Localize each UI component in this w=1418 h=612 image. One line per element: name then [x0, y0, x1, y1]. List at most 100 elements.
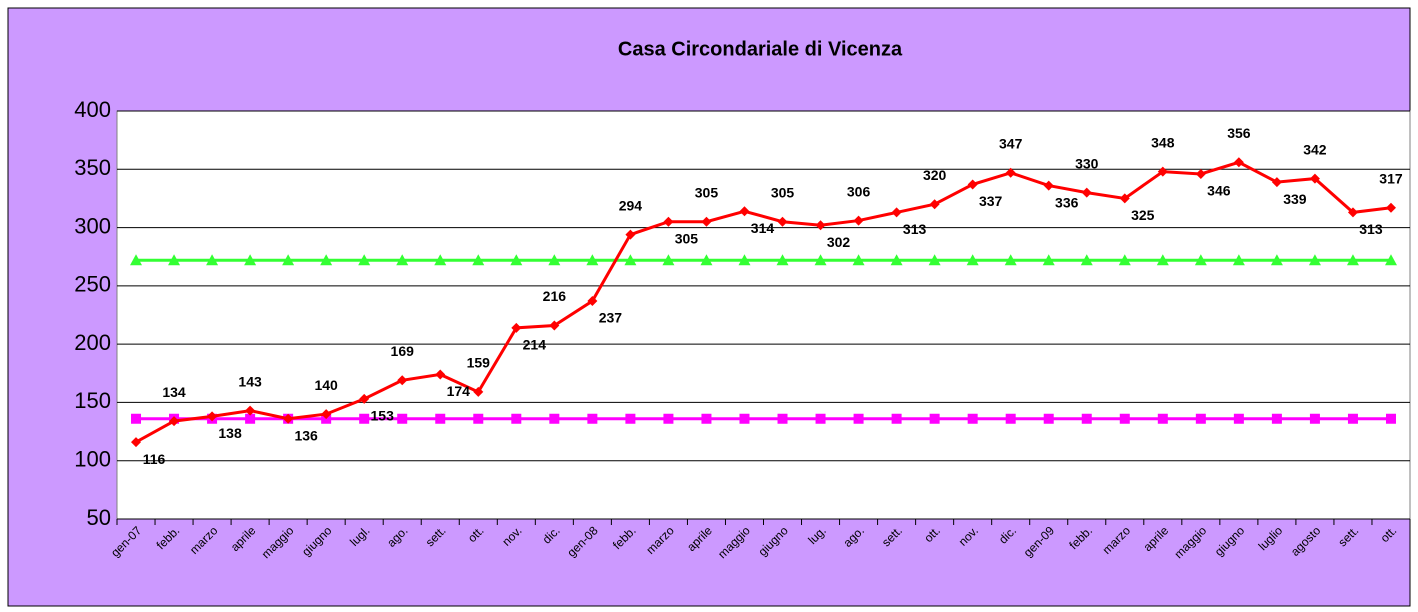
marker [776, 254, 789, 266]
marker [131, 413, 142, 424]
chart-title: Casa Circondariale di Vicenza [618, 38, 903, 60]
data-label: 302 [827, 234, 851, 250]
marker [1385, 413, 1396, 424]
y-tick-label: 100 [74, 447, 111, 472]
marker [549, 413, 560, 424]
data-label: 347 [999, 135, 1023, 151]
marker [396, 254, 409, 266]
data-label: 140 [314, 377, 338, 393]
marker [397, 413, 408, 424]
marker [245, 405, 256, 416]
marker [435, 413, 446, 424]
marker [1119, 413, 1130, 424]
marker [131, 437, 142, 448]
marker [739, 206, 750, 217]
marker [1194, 254, 1207, 266]
data-label: 305 [675, 230, 699, 246]
marker [624, 254, 637, 266]
data-label: 216 [543, 288, 567, 304]
marker [853, 413, 864, 424]
marker [282, 254, 295, 266]
marker [625, 413, 636, 424]
data-label: 348 [1151, 134, 1175, 150]
marker [1346, 254, 1359, 266]
data-label: 314 [751, 220, 775, 236]
marker [814, 254, 827, 266]
data-label: 320 [923, 167, 947, 183]
marker [663, 413, 674, 424]
marker [1081, 187, 1092, 198]
data-label: 356 [1227, 125, 1251, 141]
marker [700, 254, 713, 266]
y-tick-label: 250 [74, 272, 111, 297]
marker [549, 320, 560, 331]
marker [320, 254, 333, 266]
data-label: 138 [218, 425, 242, 441]
y-tick-label: 150 [74, 388, 111, 413]
data-label: 143 [238, 373, 262, 389]
marker [587, 413, 598, 424]
marker [738, 254, 751, 266]
data-label: 313 [1359, 221, 1383, 237]
marker [1119, 193, 1130, 204]
marker [245, 413, 256, 424]
marker [891, 413, 902, 424]
marker [472, 254, 485, 266]
marker [168, 254, 181, 266]
marker [928, 254, 941, 266]
series-line [135, 160, 1392, 444]
marker [1384, 254, 1397, 266]
marker [739, 413, 750, 424]
marker [701, 216, 712, 227]
marker [1005, 167, 1016, 178]
marker [244, 254, 257, 266]
data-label: 306 [847, 183, 871, 199]
data-label: 346 [1207, 183, 1231, 199]
marker [967, 179, 978, 190]
marker [1156, 254, 1169, 266]
marker [1157, 166, 1168, 177]
data-label: 337 [979, 193, 1003, 209]
marker [1042, 254, 1055, 266]
marker [511, 413, 522, 424]
data-label: 174 [447, 383, 471, 399]
marker [1233, 157, 1244, 168]
marker [1347, 207, 1358, 218]
marker [548, 254, 561, 266]
marker [701, 413, 712, 424]
data-label: 237 [599, 310, 623, 326]
marker [1043, 180, 1054, 191]
marker [967, 413, 978, 424]
marker [662, 254, 675, 266]
marker [1080, 254, 1093, 266]
data-label: 330 [1075, 155, 1099, 171]
marker [966, 254, 979, 266]
marker [1271, 177, 1282, 188]
marker [1271, 413, 1282, 424]
marker [853, 215, 864, 226]
marker [815, 413, 826, 424]
marker [130, 254, 143, 266]
marker [1385, 202, 1396, 213]
marker [207, 411, 218, 422]
marker [891, 207, 902, 218]
marker [321, 409, 332, 420]
marker [1347, 413, 1358, 424]
data-label: 294 [619, 197, 643, 213]
marker [1005, 413, 1016, 424]
marker [510, 254, 523, 266]
marker [206, 254, 219, 266]
marker [929, 413, 940, 424]
marker [283, 413, 294, 424]
marker [1233, 413, 1244, 424]
data-label: 325 [1131, 207, 1155, 223]
marker [777, 216, 788, 227]
data-label: 116 [143, 451, 166, 467]
data-label: 305 [771, 184, 795, 200]
plot-area [116, 110, 1411, 520]
marker [1118, 254, 1131, 266]
marker [587, 296, 598, 307]
data-label: 134 [162, 384, 186, 400]
y-tick-label: 400 [74, 97, 111, 122]
marker [1004, 254, 1017, 266]
